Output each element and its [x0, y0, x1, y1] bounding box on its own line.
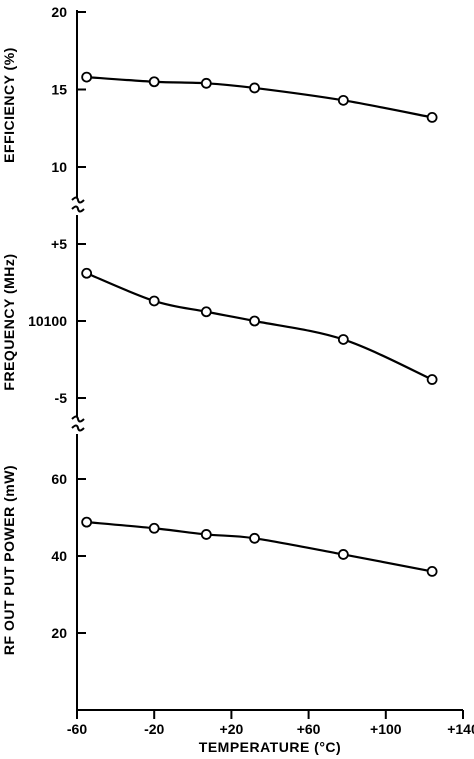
y-tick-label: 60 [51, 471, 67, 487]
data-point [200, 306, 212, 318]
x-tick-label: -60 [67, 721, 87, 737]
data-point [148, 76, 160, 88]
y-tick-label: 20 [51, 625, 67, 641]
data-point [81, 516, 93, 528]
data-point [426, 112, 438, 123]
axis-break-mark-1b [71, 205, 85, 213]
data-point [81, 71, 93, 83]
axis-break-mark-2b [71, 424, 85, 432]
y-tick-label: 40 [51, 548, 67, 564]
data-point [249, 82, 260, 94]
data-point [337, 549, 349, 560]
x-axis-title: TEMPERATURE (°C) [199, 739, 341, 755]
data-point [200, 77, 212, 89]
y-tick-label: -5 [55, 390, 68, 406]
y-tick-label: 10100 [28, 313, 67, 329]
axes [71, 10, 464, 719]
data-point [81, 267, 93, 279]
y-tick-label: 10 [51, 159, 67, 175]
x-tick-label: +140 [447, 721, 474, 737]
data-point [337, 334, 349, 345]
series-line-panel-1 [86, 76, 433, 119]
x-tick-label: +60 [297, 721, 321, 737]
data-point [426, 374, 438, 385]
x-tick-label: +100 [370, 721, 402, 737]
y-axis-title: EFFICIENCY (%) [1, 47, 17, 163]
axis-break-mark-1a [71, 196, 85, 204]
y-tick-label: 15 [51, 82, 67, 98]
x-tick-label: +20 [220, 721, 244, 737]
data-point [148, 522, 160, 534]
y-tick-label: 20 [51, 4, 67, 20]
data-point [249, 315, 260, 327]
x-tick-label: -20 [144, 721, 164, 737]
data-point [249, 532, 260, 544]
labels: -60 -20 +20 +60 +100 +140 20 15 10 EFFICIENCY (%)… [1, 4, 474, 737]
axis-break-mark-2a [71, 415, 85, 423]
data-point [200, 529, 212, 540]
marks [81, 71, 438, 577]
y-axis-title: RF OUT PUT POWER (mW) [1, 465, 17, 655]
data-point [426, 566, 438, 577]
series-line-panel-3 [86, 521, 433, 573]
y-tick-label: +5 [51, 236, 67, 252]
data-point [148, 295, 160, 307]
series-line-panel-2 [86, 272, 433, 381]
data-point [337, 94, 349, 106]
y-axis-title: FREQUENCY (MHz) [1, 253, 17, 390]
